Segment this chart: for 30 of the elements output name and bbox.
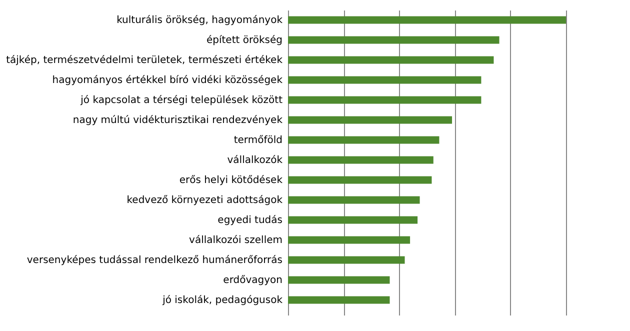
y-tick-label: termőföld bbox=[234, 135, 282, 146]
y-tick-label: jó kapcsolat a térségi települések között bbox=[80, 95, 283, 106]
y-tick-label: hagyományos értékkel bíró vidéki közösségek bbox=[52, 75, 283, 86]
bar bbox=[288, 176, 432, 184]
bar bbox=[288, 256, 405, 264]
bar bbox=[288, 216, 418, 224]
y-tick-label: vállalkozók bbox=[227, 155, 283, 166]
bar bbox=[288, 156, 434, 164]
bar bbox=[288, 16, 566, 24]
bar bbox=[288, 56, 494, 64]
bar bbox=[288, 116, 452, 124]
y-tick-label: vállalkozói szellem bbox=[189, 235, 282, 246]
bar bbox=[288, 196, 420, 204]
y-tick-label: épített örökség bbox=[206, 35, 282, 46]
y-tick-label: versenyképes tudással rendelkező humánerőforrás bbox=[26, 255, 282, 266]
bar bbox=[288, 136, 440, 144]
bar bbox=[288, 296, 390, 304]
bar bbox=[288, 76, 482, 84]
bar bbox=[288, 36, 500, 44]
y-tick-label: egyedi tudás bbox=[218, 215, 282, 226]
y-tick-label: nagy múltú vidékturisztikai rendezvények bbox=[72, 115, 283, 126]
bar bbox=[288, 236, 410, 244]
y-tick-label: erős helyi kötődések bbox=[179, 175, 283, 186]
y-tick-label: kedvező környezeti adottságok bbox=[126, 195, 283, 206]
y-tick-label: tájkép, természetvédelmi területek, természeti értékek bbox=[6, 55, 283, 66]
bar bbox=[288, 96, 482, 104]
y-tick-label: kulturális örökség, hagyományok bbox=[116, 15, 283, 26]
y-tick-label: jó iskolák, pedagógusok bbox=[162, 295, 283, 306]
y-tick-label: erdővagyon bbox=[223, 275, 282, 286]
bar bbox=[288, 276, 390, 284]
